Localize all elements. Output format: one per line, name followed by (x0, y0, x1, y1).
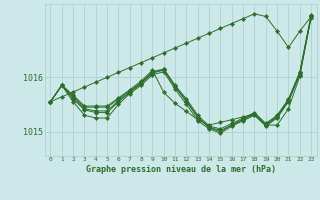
X-axis label: Graphe pression niveau de la mer (hPa): Graphe pression niveau de la mer (hPa) (86, 165, 276, 174)
